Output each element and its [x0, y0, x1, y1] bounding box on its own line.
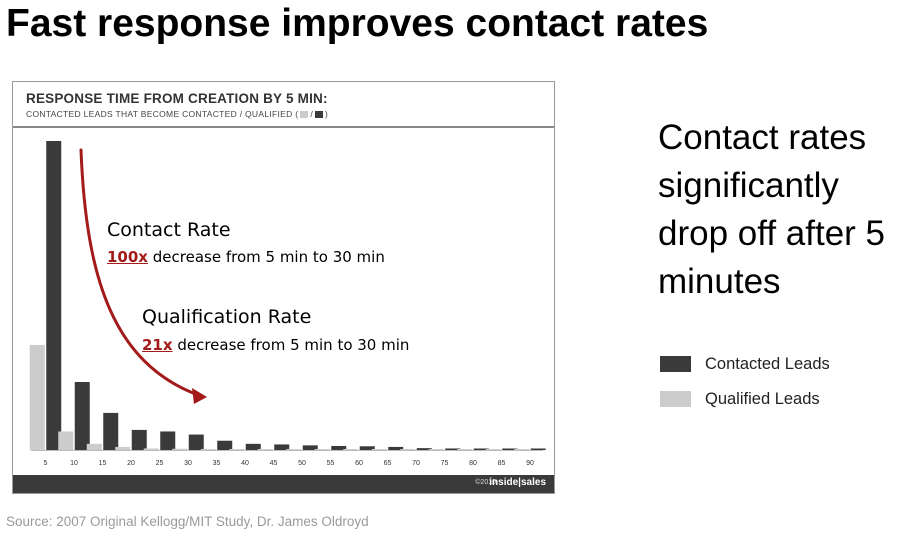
qualified-swatch-icon [300, 111, 309, 118]
x-tick-label: 70 [412, 460, 420, 467]
contacted-bar [530, 448, 546, 450]
bar-chart: 5 10 15 20 25 30 35 40 45 50 55 60 65 70 75 80 85 90 [29, 141, 546, 467]
contacted-bar [245, 443, 261, 450]
qualified-bar [58, 431, 74, 450]
contacted-bar [160, 431, 176, 450]
contact-rate-note: 100x decrease from 5 min to 30 min [107, 248, 385, 266]
qualified-bar [229, 449, 245, 450]
qualified-bar [86, 443, 102, 450]
contacted-swatch-icon [315, 111, 324, 118]
x-tick-label: 5 [44, 460, 48, 467]
x-tick-label: 75 [441, 460, 449, 467]
legend-label-contacted: Contacted Leads [705, 355, 830, 373]
x-tick-label: 40 [241, 460, 249, 467]
chart-footer: ©2010 inside|sales [13, 475, 554, 493]
contacted-bar [473, 448, 489, 450]
qualified-bar [200, 449, 216, 450]
copyright-text: ©2010 [475, 479, 496, 486]
x-tick-label: 20 [127, 460, 135, 467]
chart-subtitle: CONTACTED LEADS THAT BECOME CONTACTED / … [26, 109, 328, 119]
contact-rate-multiplier: 100x [107, 248, 148, 266]
qualified-bar [143, 448, 159, 450]
x-tick-label: 50 [298, 460, 306, 467]
qualified-bar [428, 449, 444, 450]
qualified-bar [172, 448, 188, 450]
qualified-bar [485, 449, 501, 450]
contacted-bar [502, 448, 518, 450]
contact-rate-text: decrease from 5 min to 30 min [148, 248, 385, 266]
contacted-bar [388, 446, 404, 450]
qualified-bar [371, 449, 387, 450]
qualified-legend-swatch-icon [660, 391, 691, 407]
qualified-bar [457, 449, 473, 450]
qualified-bar [115, 446, 131, 450]
x-tick-label: 10 [70, 460, 78, 467]
chart-header: RESPONSE TIME FROM CREATION BY 5 MIN: CO… [13, 82, 554, 128]
arrow-head-icon [192, 388, 207, 404]
contacted-bar [416, 448, 432, 450]
contacted-bar [331, 445, 347, 450]
qualification-rate-multiplier: 21x [142, 336, 173, 354]
chart-subtitle-text: CONTACTED LEADS THAT BECOME CONTACTED / … [26, 109, 299, 119]
contacted-legend-swatch-icon [660, 356, 691, 372]
side-statement: Contact rates significantly drop off aft… [658, 118, 886, 301]
x-tick-label: 85 [498, 460, 506, 467]
x-tick-label: 30 [184, 460, 192, 467]
qualified-bar [29, 344, 45, 450]
qualified-bar [286, 449, 302, 450]
contacted-bar [103, 412, 119, 450]
contacted-bar [46, 141, 62, 450]
slide-title: Fast response improves contact rates [6, 2, 709, 45]
x-tick-label: 55 [327, 460, 335, 467]
qualification-rate-note: 21x decrease from 5 min to 30 min [142, 336, 409, 354]
brand-logo: inside|sales [489, 477, 546, 488]
x-tick-label: 45 [270, 460, 278, 467]
contacted-bar [217, 440, 233, 450]
legend-contacted: Contacted Leads [660, 355, 830, 374]
x-tick-label: 15 [99, 460, 107, 467]
qualification-rate-heading: Qualification Rate [142, 306, 312, 328]
chart-title: RESPONSE TIME FROM CREATION BY 5 MIN: [26, 91, 328, 106]
contacted-bar [359, 446, 375, 450]
contacted-bar [74, 382, 90, 450]
legend-label-qualified: Qualified Leads [705, 390, 820, 408]
x-tick-label: 60 [355, 460, 363, 467]
legend-qualified: Qualified Leads [660, 390, 820, 409]
chart-subtitle-separator: / [310, 109, 314, 119]
qualification-rate-text: decrease from 5 min to 30 min [172, 336, 410, 354]
qualified-bar [257, 449, 273, 450]
qualified-bar [314, 449, 330, 450]
qualified-bar [343, 449, 359, 450]
chart-subtitle-suffix: ) [325, 109, 329, 119]
contacted-bar [188, 434, 204, 450]
decay-arrow [79, 148, 200, 397]
x-tick-label: 90 [526, 460, 534, 467]
x-tick-label: 35 [213, 460, 221, 467]
contacted-bar [274, 444, 290, 450]
x-tick-label: 80 [469, 460, 477, 467]
contacted-bar [445, 448, 461, 450]
qualified-bar [400, 449, 416, 450]
qualified-bar [514, 449, 530, 450]
contacted-bar [302, 445, 318, 450]
contact-rate-heading: Contact Rate [107, 219, 231, 241]
chart-frame: RESPONSE TIME FROM CREATION BY 5 MIN: CO… [12, 81, 555, 494]
x-tick-label: 25 [156, 460, 164, 467]
contacted-bar [131, 429, 147, 450]
x-tick-label: 65 [384, 460, 392, 467]
source-citation: Source: 2007 Original Kellogg/MIT Study,… [6, 514, 369, 529]
